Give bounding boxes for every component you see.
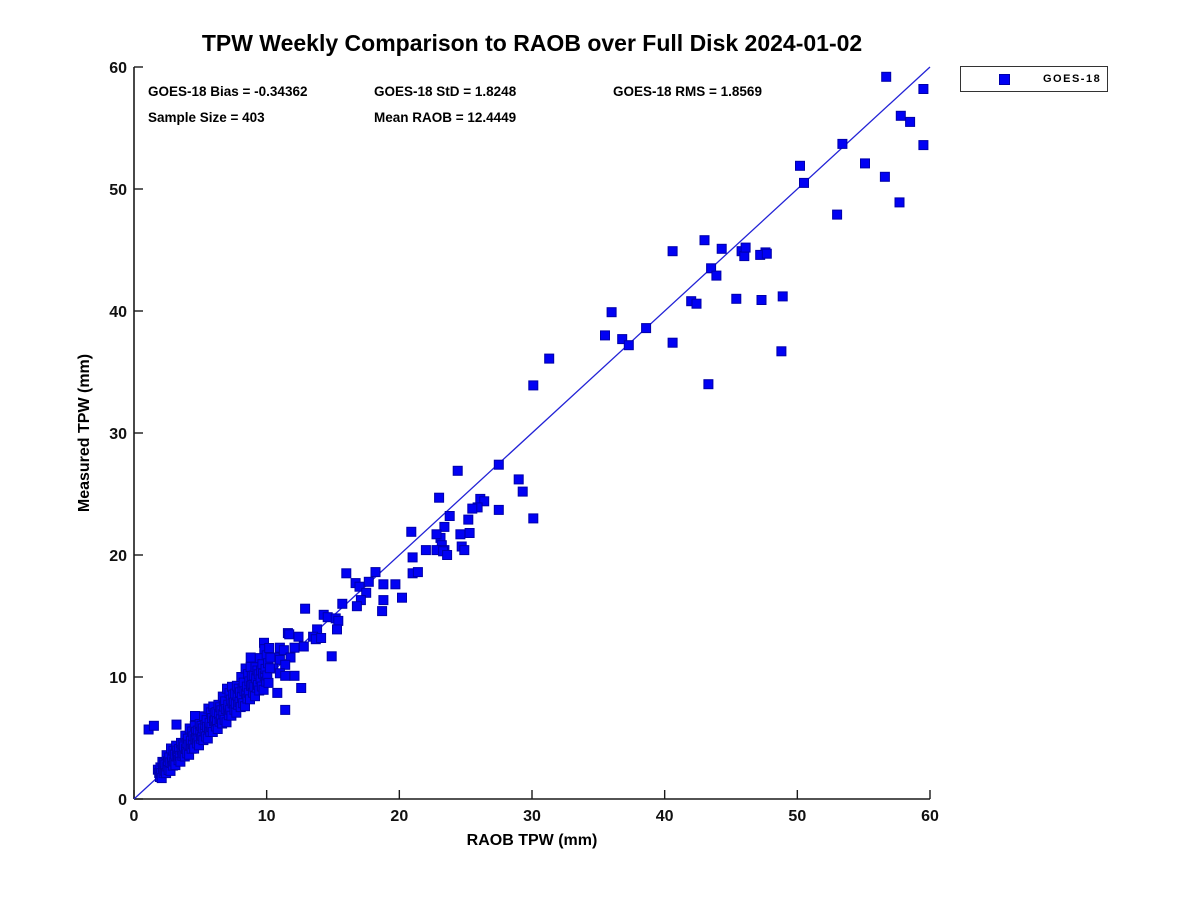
svg-text:60: 60 xyxy=(921,808,939,825)
svg-text:10: 10 xyxy=(109,670,127,687)
stat-sample-size: Sample Size = 403 xyxy=(148,110,265,125)
svg-text:30: 30 xyxy=(523,808,541,825)
svg-text:0: 0 xyxy=(118,792,127,809)
svg-text:30: 30 xyxy=(109,426,127,443)
chart-title: TPW Weekly Comparison to RAOB over Full … xyxy=(201,30,863,56)
legend-square-marker-icon xyxy=(999,73,1010,85)
tick-marks xyxy=(133,66,931,800)
svg-text:20: 20 xyxy=(390,808,408,825)
scatter-points xyxy=(143,71,929,784)
stat-mean-raob: Mean RAOB = 12.4449 xyxy=(374,110,517,125)
legend: GOES-18 xyxy=(960,66,1108,92)
svg-text:10: 10 xyxy=(258,808,276,825)
stat-rms: GOES-18 RMS = 1.8569 xyxy=(613,84,762,99)
tick-labels: 0 10 20 30 40 50 60 0 10 20 30 40 50 60 xyxy=(109,60,939,825)
y-axis-label: Measured TPW (mm) xyxy=(76,353,93,513)
svg-text:40: 40 xyxy=(109,304,127,321)
legend-label: GOES-18 xyxy=(1043,73,1102,85)
stat-bias: GOES-18 Bias = -0.34362 xyxy=(148,84,308,99)
stat-std: GOES-18 StD = 1.8248 xyxy=(374,84,517,99)
svg-text:50: 50 xyxy=(109,182,127,199)
svg-text:40: 40 xyxy=(656,808,674,825)
svg-text:50: 50 xyxy=(788,808,806,825)
x-axis-label: RAOB TPW (mm) xyxy=(466,832,598,849)
svg-text:0: 0 xyxy=(130,808,139,825)
svg-text:60: 60 xyxy=(109,60,127,77)
svg-text:20: 20 xyxy=(109,548,127,565)
